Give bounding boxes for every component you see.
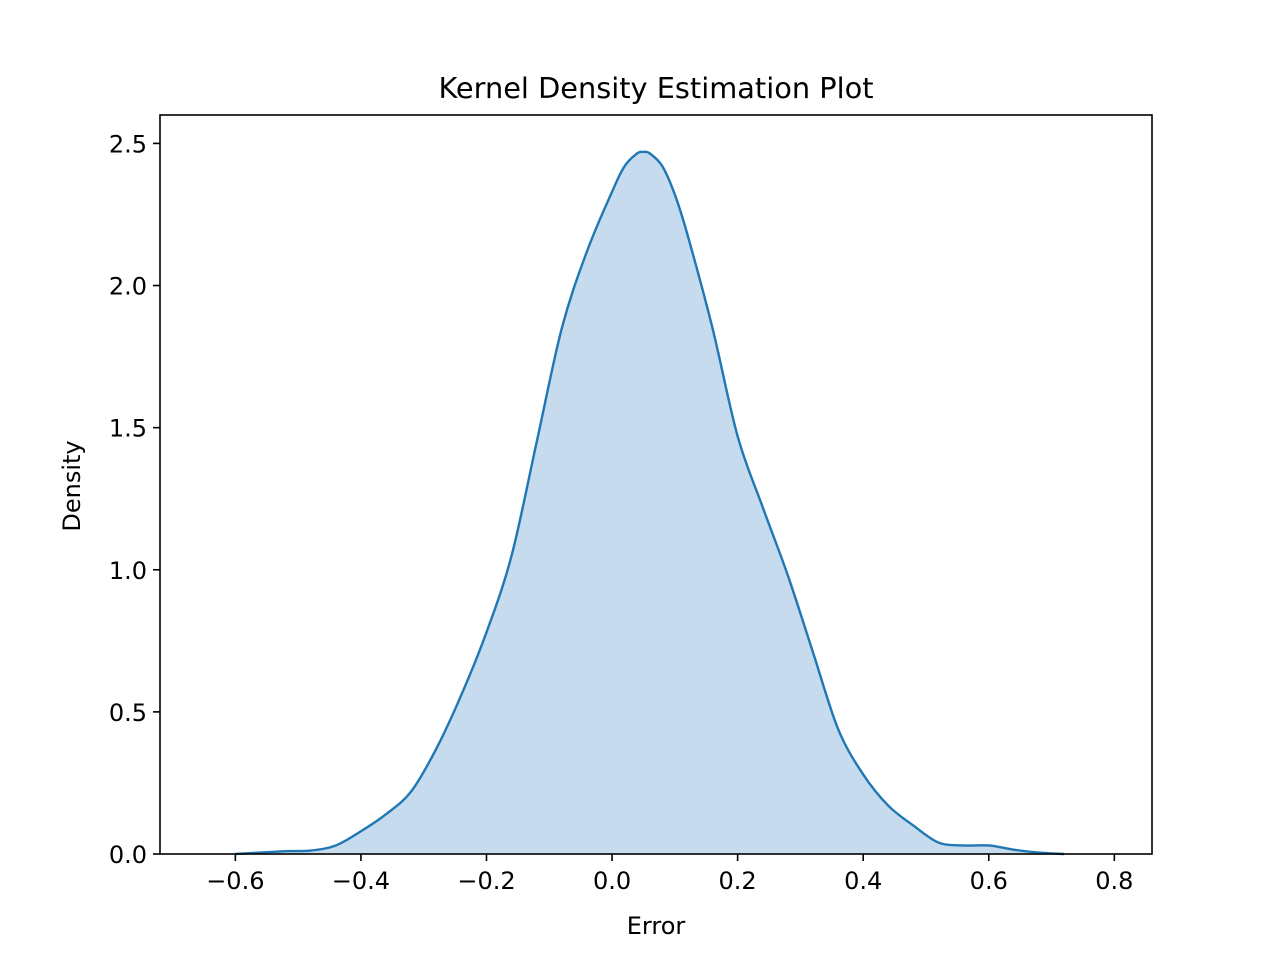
x-axis-ticks: −0.6 −0.4 −0.2 0.0 0.2 0.4 0.6 0.8 (206, 854, 1133, 895)
chart-title: Kernel Density Estimation Plot (438, 71, 873, 105)
x-tick-label: 0.8 (1095, 867, 1133, 895)
x-tick-label: 0.0 (593, 867, 631, 895)
density-line-0 (235, 150, 1065, 856)
x-tick-label: 0.6 (970, 867, 1008, 895)
y-tick-label: 2.0 (109, 273, 147, 301)
axes-frame (159, 114, 1153, 855)
y-axis-label: Density (58, 440, 86, 531)
x-tick-label: −0.2 (457, 867, 515, 895)
y-tick-label: 0.5 (109, 699, 147, 727)
y-tick-label: 1.5 (109, 415, 147, 443)
x-tick-label: −0.4 (332, 867, 390, 895)
y-axis-ticks: 0.0 0.5 1.0 1.5 2.0 2.5 (109, 130, 160, 869)
y-tick-label: 0.0 (109, 841, 147, 869)
y-tick-label: 2.5 (109, 130, 147, 158)
plot-area (235, 150, 1065, 856)
x-tick-label: 0.4 (844, 867, 882, 895)
density-area-0 (235, 151, 1065, 854)
x-tick-label: 0.2 (719, 867, 757, 895)
x-axis-label: Error (627, 912, 686, 940)
y-tick-label: 1.0 (109, 557, 147, 585)
x-tick-label: −0.6 (206, 867, 264, 895)
